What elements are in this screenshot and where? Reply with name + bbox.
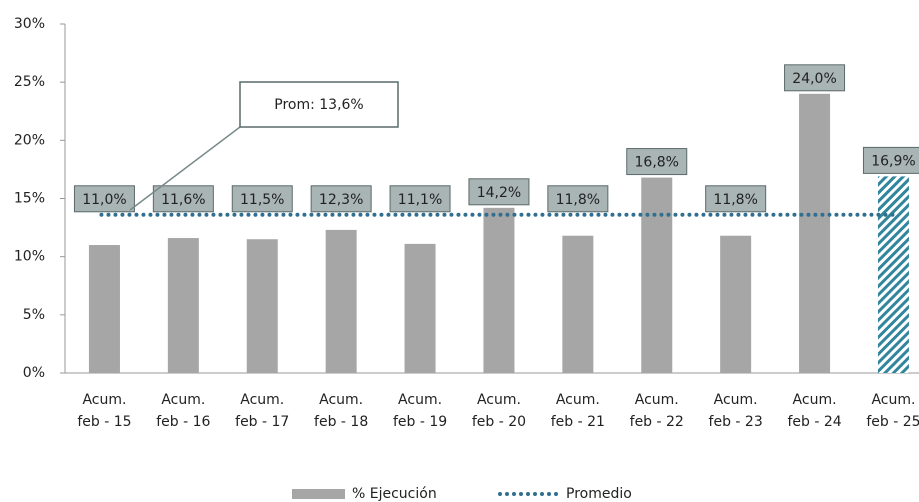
value-label-box — [152, 185, 214, 213]
x-tick-label: Acum. — [240, 392, 284, 408]
x-tick-label: Acum. — [714, 392, 758, 408]
value-label-box — [389, 185, 451, 213]
x-tick-label: Acum. — [477, 392, 521, 408]
value-label-box — [73, 185, 135, 213]
value-label: 11,0% — [82, 192, 126, 208]
x-tick-label: feb - 21 — [551, 414, 605, 430]
value-label: 11,1% — [398, 192, 442, 208]
bar — [246, 239, 278, 373]
x-tick-label: Acum. — [82, 392, 126, 408]
x-tick-label: feb - 15 — [77, 414, 131, 430]
x-tick-label: Acum. — [161, 392, 205, 408]
annotation-leader — [129, 126, 241, 211]
x-tick-label: feb - 25 — [866, 414, 919, 430]
x-tick-label: feb - 17 — [235, 414, 289, 430]
y-tick-label: 5% — [23, 307, 45, 323]
y-tick-label: 0% — [23, 365, 45, 381]
value-label-box — [862, 146, 919, 174]
x-tick-label: feb - 18 — [314, 414, 368, 430]
value-label: 11,8% — [556, 192, 600, 208]
x-tick-label: feb - 20 — [472, 414, 526, 430]
value-label: 11,5% — [240, 192, 284, 208]
annotation: Prom: 13,6% — [274, 97, 364, 113]
legend-label: % Ejecución — [352, 486, 437, 502]
bar — [641, 177, 673, 373]
value-label: 12,3% — [319, 192, 363, 208]
value-label: 11,8% — [713, 192, 757, 208]
value-label-box — [231, 185, 293, 213]
x-tick-label: feb - 23 — [709, 414, 763, 430]
x-tick-label: Acum. — [398, 392, 442, 408]
value-label-box — [468, 178, 530, 206]
x-tick-label: Acum. — [871, 392, 915, 408]
x-tick-label: feb - 19 — [393, 414, 447, 430]
bar — [720, 235, 752, 373]
legend-swatch — [292, 489, 345, 499]
value-label: 11,6% — [161, 192, 205, 208]
annotation-box — [239, 81, 399, 128]
bar — [562, 235, 594, 373]
bar — [877, 176, 909, 373]
x-tick-label: feb - 24 — [787, 414, 841, 430]
value-label: 24,0% — [792, 71, 836, 87]
y-tick-label: 10% — [14, 249, 45, 265]
x-tick-label: feb - 22 — [630, 414, 684, 430]
bar — [404, 243, 436, 373]
bar — [799, 93, 831, 374]
y-tick-label: 25% — [14, 74, 45, 90]
y-tick-label: 20% — [14, 132, 45, 148]
y-tick-label: 15% — [14, 191, 45, 207]
value-label-box — [310, 185, 372, 213]
value-label-box — [626, 148, 688, 176]
value-label: 16,8% — [635, 155, 679, 171]
value-label-box — [705, 185, 767, 213]
bar — [483, 207, 515, 373]
x-tick-label: Acum. — [319, 392, 363, 408]
value-label: 14,2% — [477, 185, 521, 201]
x-tick-label: Acum. — [556, 392, 600, 408]
x-tick-label: Acum. — [793, 392, 837, 408]
bar — [167, 238, 199, 373]
value-label: 16,9% — [871, 153, 915, 169]
x-tick-label: Acum. — [635, 392, 679, 408]
bar — [88, 245, 120, 373]
legend-label: Promedio — [566, 486, 632, 502]
x-tick-label: feb - 16 — [156, 414, 210, 430]
y-tick-label: 30% — [14, 16, 45, 32]
value-label-box — [784, 64, 846, 92]
bar — [325, 229, 357, 373]
value-label-box — [547, 185, 609, 213]
